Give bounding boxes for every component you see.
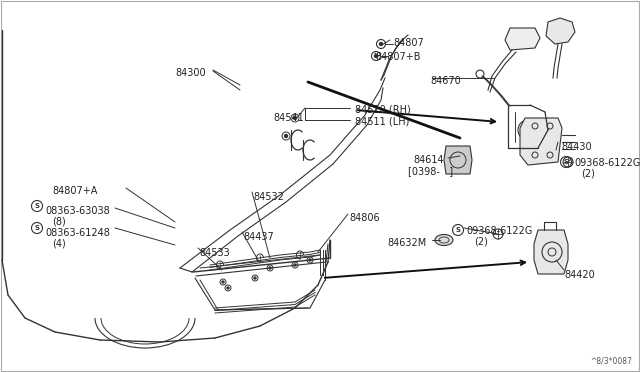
Text: 84807: 84807 xyxy=(393,38,424,48)
Text: 84430: 84430 xyxy=(561,142,591,152)
Text: 08363-61248: 08363-61248 xyxy=(45,228,110,238)
Text: S: S xyxy=(35,225,40,231)
Text: (4): (4) xyxy=(52,238,66,248)
Text: 84806: 84806 xyxy=(349,213,380,223)
Polygon shape xyxy=(444,146,472,174)
Text: 09368-6122G: 09368-6122G xyxy=(574,158,640,168)
Text: 84510 (RH): 84510 (RH) xyxy=(355,105,411,115)
Text: 84807+A: 84807+A xyxy=(52,186,97,196)
Text: 84437: 84437 xyxy=(243,232,274,242)
Text: (2): (2) xyxy=(581,168,595,178)
Text: S: S xyxy=(35,203,40,209)
Circle shape xyxy=(227,287,229,289)
Circle shape xyxy=(380,42,383,45)
Circle shape xyxy=(269,267,271,269)
Circle shape xyxy=(309,259,311,261)
Text: (8): (8) xyxy=(52,216,66,226)
Circle shape xyxy=(285,135,287,138)
Polygon shape xyxy=(505,28,540,50)
Text: ^8/3*0087: ^8/3*0087 xyxy=(590,357,632,366)
Text: 84541: 84541 xyxy=(273,113,304,123)
Text: 84300: 84300 xyxy=(175,68,205,78)
Circle shape xyxy=(254,277,256,279)
Text: S: S xyxy=(456,227,461,233)
Polygon shape xyxy=(520,118,562,165)
Text: 84807+B: 84807+B xyxy=(375,52,420,62)
Circle shape xyxy=(374,55,378,58)
Text: 08363-63038: 08363-63038 xyxy=(45,206,109,216)
Text: 84670: 84670 xyxy=(430,76,461,86)
Text: 09368-6122G: 09368-6122G xyxy=(466,226,532,236)
Polygon shape xyxy=(546,18,575,44)
Text: 84614: 84614 xyxy=(413,155,444,165)
Polygon shape xyxy=(534,230,568,274)
Ellipse shape xyxy=(435,234,453,246)
Text: [0398-   ]: [0398- ] xyxy=(408,166,453,176)
Text: 84511 (LH): 84511 (LH) xyxy=(355,117,410,127)
Text: 84532: 84532 xyxy=(253,192,284,202)
Circle shape xyxy=(294,116,296,119)
Text: 84420: 84420 xyxy=(564,270,595,280)
Circle shape xyxy=(294,264,296,266)
Text: S: S xyxy=(563,159,568,165)
Text: 84632M: 84632M xyxy=(387,238,426,248)
Circle shape xyxy=(222,281,224,283)
Text: (2): (2) xyxy=(474,236,488,246)
Text: 84533: 84533 xyxy=(199,248,230,258)
